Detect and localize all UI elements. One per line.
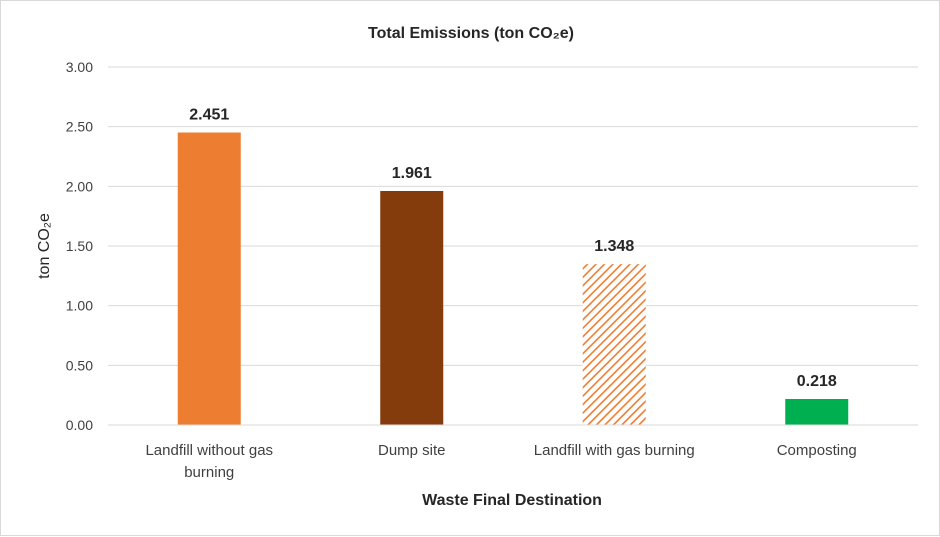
x-axis-title: Waste Final Destination [422, 492, 602, 509]
bar [582, 264, 646, 425]
x-tick-label: Landfill without gas burning [145, 442, 273, 481]
y-tick-label: 0.50 [66, 357, 93, 373]
x-tick-label: Composting [777, 442, 857, 459]
bar [177, 132, 241, 426]
y-tick-label: 1.00 [66, 298, 93, 314]
bar [380, 190, 444, 425]
y-tick-label: 2.50 [66, 119, 93, 135]
y-axis-title: ton CO₂e [36, 213, 53, 279]
x-tick-label: Dump site [378, 442, 446, 459]
data-label: 0.218 [797, 373, 837, 390]
data-label: 1.961 [392, 165, 432, 182]
y-tick-label: 1.50 [66, 238, 93, 254]
x-tick-label: Landfill with gas burning [534, 442, 695, 459]
bar [785, 398, 849, 425]
y-tick-label: 3.00 [66, 59, 93, 75]
data-label: 2.451 [189, 107, 229, 124]
y-tick-label: 2.00 [66, 178, 93, 194]
data-label: 1.348 [594, 238, 634, 255]
chart-title: Total Emissions (ton CO₂e) [368, 25, 574, 42]
y-tick-label: 0.00 [66, 417, 93, 433]
